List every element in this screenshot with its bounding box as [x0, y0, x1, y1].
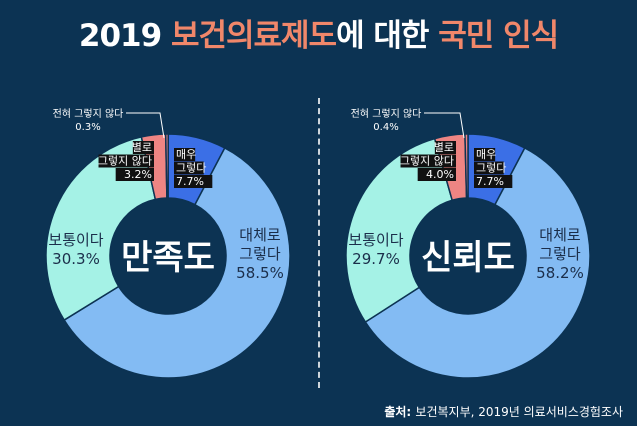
- value-text: 4.0%: [426, 168, 454, 181]
- label-text: 그렇지 않다: [98, 155, 152, 168]
- label-text: 별로: [434, 141, 454, 154]
- data-label-전혀-그렇지-않다: 전혀 그렇지 않다 0.3%: [53, 107, 124, 133]
- label-box: [400, 154, 456, 168]
- leader-line: [126, 112, 165, 139]
- label-box: [132, 141, 154, 154]
- slice-대체로-그렇다: [63, 146, 291, 379]
- label-text: 전혀 그렇지 않다: [351, 107, 422, 120]
- value-text: 7.7%: [176, 175, 204, 188]
- label-box: [98, 154, 154, 168]
- title-middle: 에 대한: [336, 18, 439, 54]
- value-text: 30.3%: [52, 250, 100, 268]
- leader-line: [424, 112, 465, 139]
- label-text: 매우: [176, 148, 196, 161]
- label-text: 보통이다: [48, 231, 103, 249]
- value-text: 3.2%: [124, 168, 152, 181]
- data-label-전혀-그렇지-않다: 전혀 그렇지 않다 0.4%: [351, 107, 422, 133]
- label-box: [434, 141, 456, 154]
- label-box: [174, 161, 204, 175]
- label-text: 전혀 그렇지 않다: [53, 107, 124, 120]
- label-text: 그렇지 않다: [400, 155, 454, 168]
- divider-line: [318, 98, 320, 388]
- label-text: 보통이다: [348, 231, 403, 249]
- value-text: 58.2%: [536, 264, 584, 282]
- value-text: 0.4%: [373, 122, 398, 133]
- label-box: [474, 148, 496, 161]
- slice-대체로-그렇다: [364, 146, 591, 379]
- title-year: 2019: [78, 18, 171, 54]
- value-text: 58.5%: [236, 264, 284, 282]
- label-text: 별로: [132, 141, 152, 154]
- label-text: 대체로: [539, 226, 581, 244]
- label-box: [474, 161, 504, 175]
- label-box: [417, 168, 456, 181]
- center-label: 만족도: [121, 238, 215, 278]
- label-box: [174, 175, 213, 188]
- label-text: 그렇다: [539, 245, 581, 263]
- label-box: [174, 148, 196, 161]
- slice-보통이다: [45, 136, 157, 322]
- label-text: 그렇다: [476, 162, 506, 175]
- slice-전혀-그렇지-않다: [164, 133, 170, 199]
- label-text: 매우: [476, 148, 496, 161]
- title-highlight-2: 국민 인식: [438, 18, 559, 54]
- label-box: [115, 168, 154, 181]
- label-text: 그렇다: [176, 162, 206, 175]
- slice-전혀-그렇지-않다: [464, 133, 469, 199]
- source-prefix: 출처:: [384, 405, 416, 419]
- label-text: 그렇다: [239, 245, 281, 263]
- label-box: [474, 175, 513, 188]
- title-highlight-1: 보건의료제도: [170, 18, 337, 54]
- value-text: 0.3%: [75, 122, 100, 133]
- slice-보통이다: [345, 137, 454, 324]
- source-text: 보건복지부, 2019년 의료서비스경험조사: [415, 405, 623, 419]
- label-text: 대체로: [239, 226, 281, 244]
- center-label: 신뢰도: [421, 238, 515, 278]
- value-text: 29.7%: [352, 250, 400, 268]
- page-title: 2019 보건의료제도에 대한 국민 인식: [0, 10, 637, 55]
- value-text: 7.7%: [476, 175, 504, 188]
- source-note: 출처: 보건복지부, 2019년 의료서비스경험조사: [384, 403, 623, 420]
